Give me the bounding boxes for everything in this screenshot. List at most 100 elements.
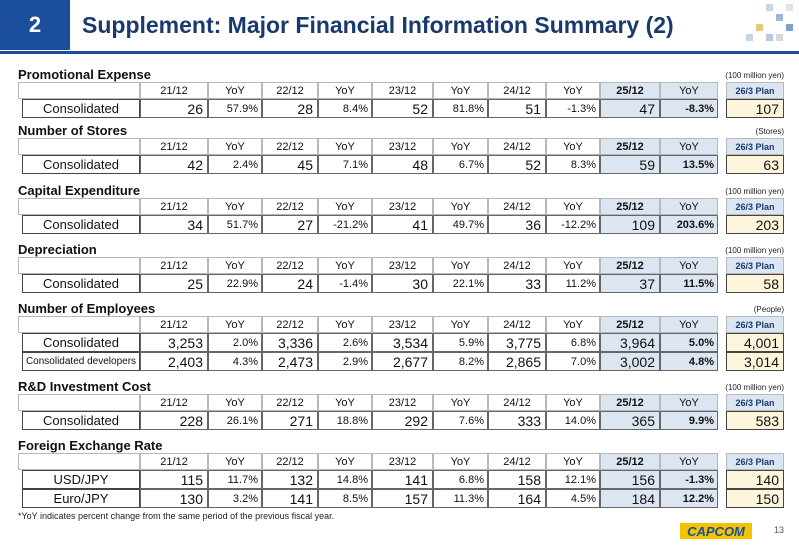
column-header: 21/12 xyxy=(140,316,208,333)
plan-value: 63 xyxy=(726,155,784,174)
value: 28 xyxy=(262,99,318,118)
value: 156 xyxy=(600,470,660,489)
column-header: 25/12 xyxy=(600,82,660,99)
yoy-value: 3.2% xyxy=(208,489,262,508)
column-header: 22/12 xyxy=(262,82,318,99)
row-label: Consolidated xyxy=(22,99,140,118)
column-header: YoY xyxy=(433,394,488,411)
column-header: YoY xyxy=(318,453,372,470)
column-header: 23/12 xyxy=(372,394,433,411)
section-title: Number of Stores xyxy=(18,123,128,138)
column-header: YoY xyxy=(660,453,718,470)
yoy-value: -1.3% xyxy=(660,470,718,489)
plan-header: 26/3 Plan xyxy=(726,82,784,99)
value: 27 xyxy=(262,215,318,234)
value: 3,002 xyxy=(600,352,660,371)
value: 130 xyxy=(140,489,208,508)
column-header: 23/12 xyxy=(372,138,433,155)
value: 47 xyxy=(600,99,660,118)
yoy-value: 8.2% xyxy=(433,352,488,371)
yoy-value: 7.6% xyxy=(433,411,488,430)
column-header: YoY xyxy=(318,257,372,274)
yoy-value: 4.5% xyxy=(546,489,600,508)
column-header: 23/12 xyxy=(372,82,433,99)
column-header: YoY xyxy=(433,316,488,333)
unit-note: (100 million yen) xyxy=(725,383,784,392)
yoy-value: 14.0% xyxy=(546,411,600,430)
column-header: YoY xyxy=(318,82,372,99)
row-label: Euro/JPY xyxy=(22,489,140,508)
row-label: Consolidated xyxy=(22,215,140,234)
value: 2,677 xyxy=(372,352,433,371)
plan-header: 26/3 Plan xyxy=(726,198,784,215)
yoy-value: 5.9% xyxy=(433,333,488,352)
yoy-value: 2.6% xyxy=(318,333,372,352)
value: 3,336 xyxy=(262,333,318,352)
yoy-value: 6.8% xyxy=(433,470,488,489)
column-header: 21/12 xyxy=(140,138,208,155)
yoy-value: -8.3% xyxy=(660,99,718,118)
value: 228 xyxy=(140,411,208,430)
plan-value: 3,014 xyxy=(726,352,784,371)
yoy-value: -12.2% xyxy=(546,215,600,234)
value: 45 xyxy=(262,155,318,174)
plan-value: 150 xyxy=(726,489,784,508)
yoy-value: 81.8% xyxy=(433,99,488,118)
page-number: 13 xyxy=(774,525,785,535)
section-title: Number of Employees xyxy=(18,301,156,316)
value: 36 xyxy=(488,215,546,234)
value: 141 xyxy=(262,489,318,508)
yoy-value: 8.4% xyxy=(318,99,372,118)
column-header: YoY xyxy=(208,394,262,411)
header-blank xyxy=(18,198,140,215)
row-label: Consolidated xyxy=(22,411,140,430)
section-title: Capital Expenditure xyxy=(18,183,141,198)
column-header: 22/12 xyxy=(262,316,318,333)
row-label: USD/JPY xyxy=(22,470,140,489)
column-header: 22/12 xyxy=(262,453,318,470)
yoy-value: -1.3% xyxy=(546,99,600,118)
column-header: YoY xyxy=(433,82,488,99)
value: 48 xyxy=(372,155,433,174)
plan-header: 26/3 Plan xyxy=(726,138,784,155)
value: 37 xyxy=(600,274,660,293)
column-header: 24/12 xyxy=(488,257,546,274)
column-header: YoY xyxy=(208,138,262,155)
plan-value: 140 xyxy=(726,470,784,489)
yoy-value: 11.7% xyxy=(208,470,262,489)
header-blank xyxy=(18,257,140,274)
plan-value: 4,001 xyxy=(726,333,784,352)
column-header: YoY xyxy=(318,138,372,155)
column-header: 23/12 xyxy=(372,257,433,274)
page-title: Supplement: Major Financial Information … xyxy=(82,12,674,38)
row-label: Consolidated xyxy=(22,155,140,174)
value: 115 xyxy=(140,470,208,489)
column-header: YoY xyxy=(433,453,488,470)
value: 25 xyxy=(140,274,208,293)
yoy-value: 22.1% xyxy=(433,274,488,293)
section-title: Depreciation xyxy=(18,242,97,257)
value: 2,865 xyxy=(488,352,546,371)
logo: CAPCOM xyxy=(680,523,752,539)
value: 3,253 xyxy=(140,333,208,352)
column-header: YoY xyxy=(660,82,718,99)
column-header: 21/12 xyxy=(140,198,208,215)
value: 333 xyxy=(488,411,546,430)
title-rule xyxy=(0,51,799,54)
column-header: 24/12 xyxy=(488,394,546,411)
yoy-value: 203.6% xyxy=(660,215,718,234)
column-header: 25/12 xyxy=(600,257,660,274)
column-header: YoY xyxy=(660,316,718,333)
header-blank xyxy=(18,138,140,155)
column-header: 25/12 xyxy=(600,198,660,215)
column-header: 25/12 xyxy=(600,453,660,470)
value: 33 xyxy=(488,274,546,293)
yoy-value: 11.5% xyxy=(660,274,718,293)
column-header: 25/12 xyxy=(600,316,660,333)
value: 2,473 xyxy=(262,352,318,371)
unit-note: (100 million yen) xyxy=(725,187,784,196)
value: 2,403 xyxy=(140,352,208,371)
value: 26 xyxy=(140,99,208,118)
yoy-value: 8.5% xyxy=(318,489,372,508)
plan-header: 26/3 Plan xyxy=(726,316,784,333)
